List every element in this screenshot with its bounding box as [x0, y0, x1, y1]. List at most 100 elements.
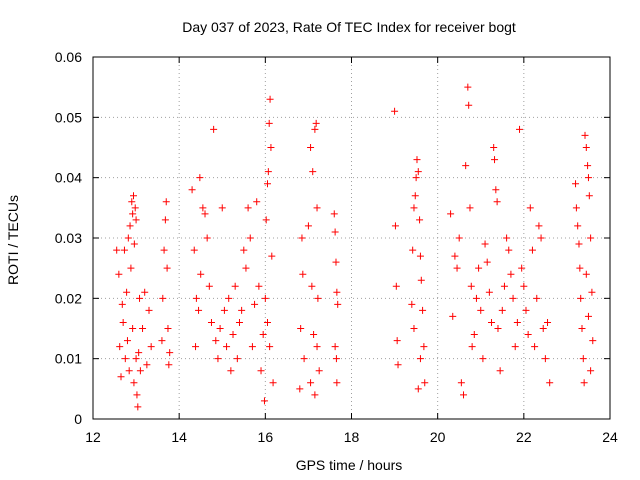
data-point — [220, 306, 228, 314]
data-point — [453, 264, 461, 272]
data-point — [127, 264, 135, 272]
data-point — [411, 192, 419, 200]
data-point — [233, 355, 241, 363]
data-point — [246, 234, 254, 242]
data-point — [263, 180, 271, 188]
data-point — [218, 204, 226, 212]
data-point — [309, 168, 317, 176]
x-axis-label: GPS time / hours — [296, 457, 403, 473]
data-point — [210, 125, 218, 133]
data-point — [503, 234, 511, 242]
y-tick-label: 0.02 — [55, 290, 82, 306]
data-point — [307, 379, 315, 387]
x-tick-label: 18 — [344, 429, 360, 445]
data-point — [124, 234, 132, 242]
data-point — [466, 204, 474, 212]
data-point — [255, 282, 263, 290]
data-point — [203, 234, 211, 242]
data-point — [253, 198, 261, 206]
data-point — [216, 325, 224, 332]
data-point — [483, 258, 491, 266]
x-tick-label: 24 — [602, 429, 618, 445]
data-point — [410, 325, 418, 332]
data-point — [330, 210, 338, 218]
data-point — [465, 101, 473, 109]
x-tick-label: 14 — [171, 429, 187, 445]
axis-ticks — [92, 56, 611, 420]
data-point — [498, 306, 506, 314]
data-point — [409, 246, 417, 254]
data-point — [526, 204, 534, 212]
data-point — [264, 168, 272, 176]
y-tick-label: 0 — [74, 411, 82, 427]
x-tick-label: 12 — [85, 429, 101, 445]
data-point — [235, 318, 243, 326]
data-point — [307, 144, 315, 151]
data-point — [520, 282, 528, 290]
data-point — [299, 270, 307, 278]
data-point — [582, 144, 590, 151]
data-point — [391, 107, 399, 115]
data-point — [522, 306, 530, 314]
data-point — [113, 246, 121, 254]
data-point — [129, 210, 137, 218]
data-point — [481, 240, 489, 248]
data-point — [145, 306, 153, 314]
data-point — [231, 282, 239, 290]
data-point — [575, 240, 583, 248]
data-point — [134, 403, 142, 411]
data-point — [464, 83, 472, 91]
data-point — [332, 355, 340, 363]
data-point — [311, 391, 319, 399]
data-point — [572, 180, 580, 188]
data-point — [332, 258, 340, 266]
data-point — [312, 119, 320, 127]
data-point — [117, 373, 125, 381]
data-point — [244, 204, 252, 212]
data-point — [314, 294, 322, 302]
data-point — [304, 222, 312, 230]
data-point — [268, 252, 276, 260]
data-point — [394, 361, 402, 369]
data-point — [136, 294, 144, 302]
data-point — [451, 252, 459, 260]
data-point — [468, 343, 476, 351]
data-point — [195, 306, 203, 314]
data-point — [410, 204, 418, 212]
data-point — [296, 385, 304, 393]
data-point — [129, 325, 137, 332]
data-point — [313, 204, 321, 212]
data-point — [192, 343, 200, 351]
x-tick-label: 16 — [258, 429, 274, 445]
data-point — [584, 174, 592, 182]
y-axis-label: ROTI / TECUs — [5, 195, 21, 285]
data-point — [574, 222, 582, 230]
data-point — [460, 391, 468, 399]
data-point — [579, 355, 587, 363]
data-point — [227, 367, 235, 375]
data-point — [261, 294, 269, 302]
data-point — [533, 294, 541, 302]
data-point — [123, 337, 131, 345]
y-tick-labels: 0 0.01 0.02 0.03 0.04 0.05 0.06 — [55, 49, 82, 427]
data-point — [266, 95, 274, 103]
data-point — [470, 331, 478, 339]
data-point — [240, 246, 248, 254]
data-point — [143, 361, 151, 369]
data-point — [581, 131, 589, 139]
data-point — [199, 204, 207, 212]
data-point — [414, 385, 422, 393]
data-point — [457, 379, 465, 387]
data-point — [492, 186, 500, 194]
data-point — [308, 282, 316, 290]
data-point — [259, 331, 267, 339]
data-point — [513, 318, 521, 326]
data-point — [297, 325, 305, 332]
data-point — [126, 222, 134, 230]
data-point — [260, 397, 268, 405]
data-point — [535, 222, 543, 230]
data-point — [505, 246, 513, 254]
data-point — [588, 288, 596, 296]
data-point — [412, 174, 420, 182]
data-point — [163, 264, 171, 272]
